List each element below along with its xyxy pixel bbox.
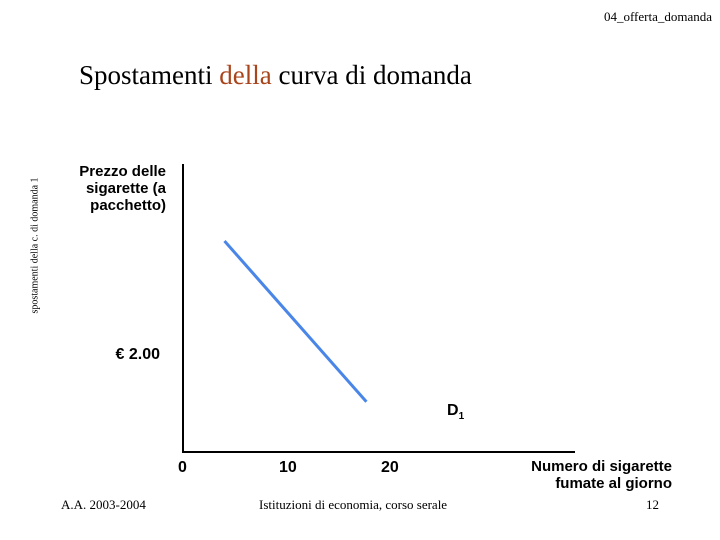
- page-number: 12: [646, 497, 659, 512]
- x-tick-10: 10: [279, 459, 297, 476]
- footer-course: Istituzioni di economia, corso serale: [259, 497, 448, 512]
- footer-academic-year: A.A. 2003-2004: [61, 497, 146, 512]
- curve-label-main: D: [447, 402, 459, 419]
- y-axis-label: Prezzo delle sigarette (a pacchetto): [79, 163, 166, 214]
- slide-tag: 04_offerta_domanda: [603, 9, 712, 24]
- demand-curve-d1: [223, 240, 368, 403]
- slide-title: Spostamenti della curva di domanda: [79, 60, 472, 91]
- curve-label-d1: D1: [447, 402, 464, 422]
- y-tick-price: € 2.00: [115, 346, 160, 363]
- title-part-1: Spostamenti: [79, 60, 220, 90]
- x-axis-label: Numero di sigarette fumate al giorno: [531, 458, 672, 492]
- x-tick-20: 20: [381, 459, 399, 476]
- x-tick-0: 0: [178, 459, 187, 476]
- curve-label-sub: 1: [458, 411, 465, 423]
- title-accent: della: [219, 60, 272, 90]
- title-part-2: curva di domanda: [271, 60, 472, 90]
